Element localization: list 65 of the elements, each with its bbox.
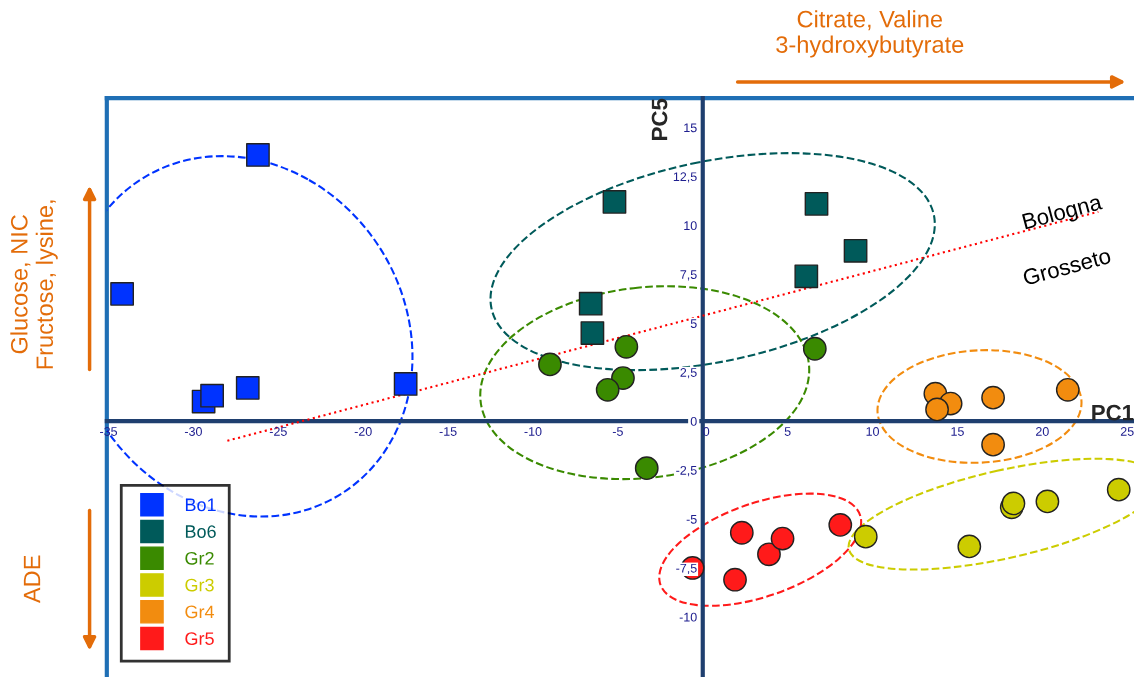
point (957, 534, 982, 559)
point (828, 513, 853, 537)
point (794, 264, 819, 289)
annotation: Grosseto (1022, 247, 1112, 286)
point (611, 366, 635, 390)
y-tick-label: 2,5 (680, 368, 697, 379)
point (757, 542, 781, 567)
x-axis-title: PC1 (1092, 404, 1134, 421)
legend-label: Bo1 (185, 498, 216, 512)
point (804, 191, 829, 216)
point (723, 567, 747, 592)
point (246, 143, 270, 167)
x-tick-label: 20 (1036, 427, 1049, 436)
text: Citrate, Valine 3-hydroxybutyrate (776, 10, 964, 58)
legend-label: Gr4 (185, 605, 215, 619)
point (200, 383, 224, 408)
x-tick-label: -15 (439, 427, 457, 436)
point (634, 456, 659, 481)
y-axis-title: PC5 (651, 98, 668, 140)
y-tick-label: 7,5 (680, 270, 697, 281)
point (614, 334, 639, 359)
point (393, 372, 418, 396)
legend-label: Bo6 (185, 525, 216, 538)
point (843, 238, 868, 263)
x-tick-label: 15 (951, 427, 964, 436)
x-tick-label: -5 (612, 427, 623, 436)
y-tick-label: 0 (690, 416, 697, 426)
x-tick-label: -30 (184, 427, 202, 436)
point (802, 336, 827, 361)
legend-label: Gr3 (185, 578, 214, 592)
point (595, 377, 620, 402)
point (729, 520, 754, 545)
point (110, 282, 134, 306)
text: Glucose, NIC Fructose, lysine, (10, 200, 58, 369)
x-tick-label: -20 (354, 427, 372, 436)
y-tick-label: -10 (679, 612, 697, 622)
point (602, 190, 627, 214)
point (770, 526, 795, 551)
legend-label: Gr2 (185, 551, 214, 565)
point (580, 321, 605, 345)
point (1035, 489, 1060, 514)
annotation: Bologna (1021, 193, 1105, 234)
point (1106, 477, 1131, 502)
y-tick-label: -2,5 (676, 465, 697, 477)
x-tick-label: 5 (784, 427, 791, 436)
y-tick-label: -5 (686, 514, 697, 524)
x-tick-label: 10 (866, 427, 879, 436)
text: ADE (23, 555, 41, 604)
x-tick-label: -25 (269, 427, 287, 436)
x-tick-label: -10 (524, 427, 542, 436)
point (925, 397, 949, 422)
x-tick-label: 25 (1120, 427, 1134, 436)
y-tick-label: -7,5 (676, 563, 697, 575)
point (981, 385, 1005, 410)
point (853, 524, 878, 549)
point (235, 375, 260, 400)
point (538, 352, 562, 377)
y-tick-label: 12,5 (673, 172, 697, 183)
point (1055, 377, 1080, 402)
y-tick-label: 10 (684, 221, 697, 231)
point (981, 432, 1005, 457)
y-tick-label: 15 (684, 123, 697, 133)
legend-label: Gr5 (185, 632, 214, 645)
point (578, 291, 603, 316)
y-tick-label: 5 (690, 319, 697, 328)
